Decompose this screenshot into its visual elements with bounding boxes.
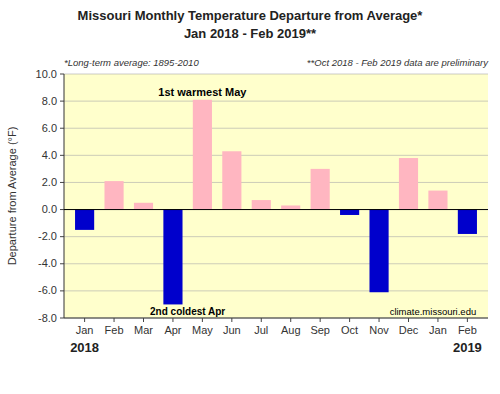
tick-mark <box>349 318 350 322</box>
tick-label: -6.0 <box>38 284 57 296</box>
tick-mark <box>60 128 64 129</box>
tick-label: Mar <box>134 324 153 336</box>
grid-line <box>64 182 488 183</box>
bar <box>369 210 388 293</box>
tick-label: Jun <box>223 324 241 336</box>
bar <box>281 205 300 209</box>
tick-label: -4.0 <box>38 257 57 269</box>
tick-mark <box>261 318 262 322</box>
grid-line <box>64 128 488 129</box>
tick-label: Apr <box>164 324 181 336</box>
grid-line <box>64 290 488 291</box>
tick-mark <box>60 236 64 237</box>
tick-mark <box>467 318 468 322</box>
note: *Long-term average: 1895-2010 <box>64 57 199 68</box>
grid-line <box>64 155 488 156</box>
tick-label: Aug <box>281 324 301 336</box>
grid-line <box>64 318 488 319</box>
grid-line <box>64 74 488 75</box>
annotation: climate.missouri.edu <box>390 306 477 317</box>
bar <box>428 191 447 210</box>
subtitle: Jan 2018 - Feb 2019** <box>184 26 317 41</box>
bar <box>163 210 182 305</box>
year-label: 2018 <box>70 340 99 355</box>
tick-mark <box>60 74 64 75</box>
tick-label: Jul <box>254 324 268 336</box>
tick-label: Dec <box>399 324 419 336</box>
tick-label: 6.0 <box>42 122 57 134</box>
tick-label: 2.0 <box>42 176 57 188</box>
bars <box>75 100 477 305</box>
y-axis <box>64 74 65 318</box>
bar <box>75 210 94 230</box>
tick-label: Jan <box>429 324 447 336</box>
tick-mark <box>60 263 64 264</box>
tick-label: Jan <box>76 324 94 336</box>
tick-label: 8.0 <box>42 95 57 107</box>
grid-line <box>64 263 488 264</box>
tick-mark <box>60 209 64 210</box>
bar <box>311 169 330 210</box>
tick-mark <box>320 318 321 322</box>
tick-mark <box>60 155 64 156</box>
tick-mark <box>84 318 85 322</box>
annotation: 2nd coldest Apr <box>150 306 225 317</box>
tick-mark <box>60 101 64 102</box>
x-axis <box>64 318 488 319</box>
tick-label: Feb <box>105 324 124 336</box>
tick-label: Feb <box>458 324 477 336</box>
tick-label: -2.0 <box>38 230 57 242</box>
tick-mark <box>437 318 438 322</box>
zero-line <box>64 209 488 210</box>
grid-line <box>64 236 488 237</box>
bar <box>340 210 359 215</box>
tick-label: Oct <box>341 324 358 336</box>
grid-line <box>64 209 488 210</box>
title: Missouri Monthly Temperature Departure f… <box>78 8 424 23</box>
bar <box>458 210 477 234</box>
axis-label: Departure from Average (°F) <box>6 127 18 266</box>
tick-label: Nov <box>369 324 389 336</box>
tick-mark <box>379 318 380 322</box>
bar <box>134 203 153 210</box>
tick-label: 4.0 <box>42 149 57 161</box>
tick-mark <box>143 318 144 322</box>
tick-mark <box>408 318 409 322</box>
tick-mark <box>60 318 64 319</box>
tick-label: 0.0 <box>42 203 57 215</box>
bar <box>104 181 123 209</box>
bar <box>222 151 241 209</box>
plot-background <box>64 74 488 318</box>
tick-label: 10.0 <box>36 68 57 80</box>
chart: Missouri Monthly Temperature Departure f… <box>0 0 500 394</box>
tick-label: -8.0 <box>38 312 57 324</box>
note: **Oct 2018 - Feb 2019 data are prelimina… <box>307 57 489 68</box>
tick-label: Sep <box>310 324 330 336</box>
tick-mark <box>231 318 232 322</box>
bar <box>399 158 418 210</box>
tick-mark <box>202 318 203 322</box>
tick-mark <box>114 318 115 322</box>
grid-line <box>64 101 488 102</box>
tick-label: May <box>192 324 213 336</box>
year-label: 2019 <box>453 340 482 355</box>
tick-mark <box>290 318 291 322</box>
bar <box>193 100 212 210</box>
annotation: 1st warmest May <box>158 86 247 98</box>
tick-mark <box>60 290 64 291</box>
bar <box>252 200 271 209</box>
tick-mark <box>60 182 64 183</box>
tick-mark <box>172 318 173 322</box>
